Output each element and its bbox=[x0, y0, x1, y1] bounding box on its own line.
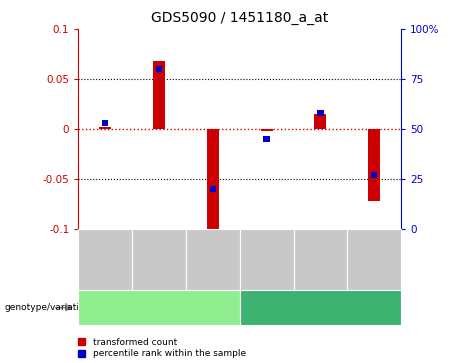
Bar bbox=[314, 114, 326, 129]
Text: GSM1151361: GSM1151361 bbox=[210, 236, 216, 283]
Title: GDS5090 / 1451180_a_at: GDS5090 / 1451180_a_at bbox=[151, 11, 328, 25]
Text: wild type: wild type bbox=[300, 303, 341, 312]
Bar bbox=[368, 129, 380, 201]
Text: GSM1151360: GSM1151360 bbox=[156, 236, 162, 283]
Bar bbox=[153, 61, 165, 129]
Text: GSM1151362: GSM1151362 bbox=[264, 236, 270, 283]
Bar bbox=[210, 186, 216, 192]
Bar bbox=[261, 129, 272, 131]
Bar bbox=[263, 136, 270, 142]
Text: GSM1151359: GSM1151359 bbox=[102, 236, 108, 283]
Bar bbox=[207, 129, 219, 232]
Text: GSM1151364: GSM1151364 bbox=[371, 236, 377, 283]
Bar bbox=[156, 66, 162, 72]
Bar bbox=[317, 110, 324, 116]
Text: genotype/variation: genotype/variation bbox=[5, 303, 91, 312]
Legend: transformed count, percentile rank within the sample: transformed count, percentile rank withi… bbox=[78, 338, 246, 359]
Bar bbox=[102, 120, 108, 126]
Text: cystatin B knockout Cstb-/-: cystatin B knockout Cstb-/- bbox=[98, 303, 220, 312]
Text: GSM1151363: GSM1151363 bbox=[317, 236, 324, 283]
Bar bbox=[100, 127, 111, 129]
Bar bbox=[371, 172, 378, 178]
